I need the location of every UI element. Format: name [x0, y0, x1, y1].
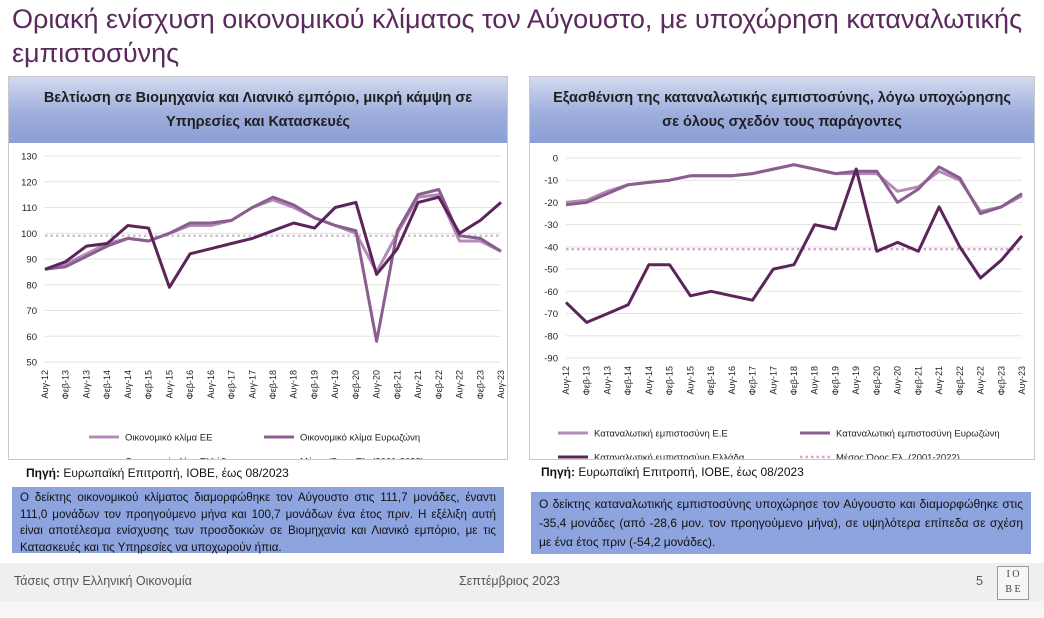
x-tick-label: Αυγ-17: [768, 366, 778, 394]
page-title: Οριακή ενίσχυση οικονομικού κλίματος τον…: [12, 4, 1023, 68]
x-tick-label: Φεβ-16: [706, 366, 716, 395]
x-tick-label: Φεβ-23: [996, 366, 1006, 395]
x-tick-label: Αυγ-12: [40, 370, 50, 398]
legend-label: Καταναλωτική εμπιστοσύνη Ε.Ε: [594, 429, 728, 440]
left-source-label: Πηγή:: [26, 466, 60, 480]
x-tick-label: Αυγ-13: [602, 366, 612, 394]
y-tick-label: 130: [21, 152, 37, 163]
footer-publication: Τάσεις στην Ελληνική Οικονομία: [14, 574, 192, 588]
x-tick-label: Αυγ-23: [496, 370, 506, 398]
legend-label: Οικονομικό κλίμα Ευρωζώνη: [300, 433, 420, 444]
x-tick-label: Αυγ-16: [727, 366, 737, 394]
x-tick-label: Αυγ-13: [81, 370, 91, 398]
x-tick-label: Φεβ-14: [102, 370, 112, 399]
y-tick-label: 100: [21, 229, 37, 240]
series-line-2: [564, 167, 1024, 324]
right-note: Ο δείκτης καταναλωτικής εμπιστοσύνης υπο…: [531, 492, 1031, 554]
x-tick-label: Φεβ-17: [748, 366, 758, 395]
footer: Τάσεις στην Ελληνική Οικονομία Σεπτέμβρι…: [0, 563, 1044, 601]
y-tick-label: -60: [544, 287, 558, 298]
x-tick-label: Αυγ-18: [289, 370, 299, 398]
x-tick-label: Αυγ-15: [164, 370, 174, 398]
right-chart-panel: Εξασθένιση της καταναλωτικής εμπιστοσύνη…: [529, 76, 1035, 460]
x-tick-label: Φεβ-23: [475, 370, 485, 399]
x-tick-label: Αυγ-20: [372, 370, 382, 398]
series-line-2: [44, 195, 502, 289]
right-chart-header: Εξασθένιση της καταναλωτικής εμπιστοσύνη…: [530, 77, 1034, 143]
x-tick-label: Φεβ-20: [351, 370, 361, 399]
x-tick-label: Φεβ-21: [392, 370, 402, 399]
x-tick-label: Αυγ-23: [1017, 366, 1027, 394]
y-tick-label: 70: [26, 306, 37, 317]
footer-date: Σεπτέμβριος 2023: [459, 574, 560, 588]
x-tick-label: Φεβ-22: [434, 370, 444, 399]
series-line-0: [565, 163, 1023, 213]
x-tick-label: Φεβ-13: [61, 370, 71, 399]
x-tick-label: Αυγ-21: [413, 370, 423, 398]
x-tick-label: Αυγ-18: [810, 366, 820, 394]
x-tick-label: Φεβ-18: [789, 366, 799, 395]
x-tick-label: Φεβ-15: [144, 370, 154, 399]
y-tick-label: -10: [544, 176, 558, 187]
legend-label: Μέσος Όρος Ελ. (2001-2022): [300, 457, 424, 460]
x-tick-label: Αυγ-21: [934, 366, 944, 394]
y-tick-label: 120: [21, 177, 37, 188]
right-source-text: Ευρωπαϊκή Επιτροπή, ΙΟΒΕ, έως 08/2023: [575, 465, 804, 479]
left-note: Ο δείκτης οικονομικού κλίματος διαμορφώθ…: [12, 487, 504, 554]
y-tick-label: 60: [26, 332, 37, 343]
y-tick-label: -20: [544, 198, 558, 209]
x-tick-label: Φεβ-19: [830, 366, 840, 395]
x-tick-label: Φεβ-19: [309, 370, 319, 399]
series-line-1: [565, 163, 1023, 216]
y-tick-label: 90: [26, 255, 37, 266]
x-tick-label: Φεβ-15: [665, 366, 675, 395]
x-tick-label: Αυγ-19: [330, 370, 340, 398]
x-tick-label: Φεβ-17: [227, 370, 237, 399]
y-tick-label: 50: [26, 358, 37, 369]
economic-climate-chart: 50 60 70 80 90 100 110 120 130 Αυγ-12 Φεβ-13 Αυγ-13…: [21, 152, 506, 460]
y-tick-label: -40: [544, 242, 558, 253]
y-tick-label: -50: [544, 265, 558, 276]
x-tick-label: Αυγ-16: [206, 370, 216, 398]
x-tick-label: Αυγ-15: [685, 366, 695, 394]
legend-label: Οικονομικό κλίμα Ελλάδα: [125, 457, 232, 460]
y-tick-label: 80: [26, 280, 37, 291]
y-tick-label: -70: [544, 309, 558, 320]
x-tick-label: Αυγ-22: [455, 370, 465, 398]
legend-label: Καταναλωτική εμπιστοσύνη Ευρωζώνη: [836, 429, 1000, 440]
legend-label: Καταναλωτική εμπιστοσύνη Ελλάδα: [594, 453, 745, 460]
x-tick-label: Αυγ-14: [644, 366, 654, 394]
x-tick-label: Φεβ-13: [582, 366, 592, 395]
y-tick-label: -90: [544, 354, 558, 365]
x-tick-label: Φεβ-21: [913, 366, 923, 395]
left-source-text: Ευρωπαϊκή Επιτροπή, ΙΟΒΕ, έως 08/2023: [60, 466, 289, 480]
x-tick-label: Φεβ-16: [185, 370, 195, 399]
x-tick-label: Αυγ-14: [123, 370, 133, 398]
right-source: Πηγή: Ευρωπαϊκή Επιτροπή, ΙΟΒΕ, έως 08/2…: [541, 465, 804, 479]
x-tick-label: Φεβ-20: [872, 366, 882, 395]
y-tick-label: -30: [544, 220, 558, 231]
x-tick-label: Αυγ-17: [247, 370, 257, 398]
legend-label: Οικονομικό κλίμα ΕΕ: [125, 433, 212, 444]
x-tick-label: Αυγ-22: [976, 366, 986, 394]
y-tick-label: 0: [553, 154, 558, 165]
x-tick-label: Αυγ-20: [893, 366, 903, 394]
page-number: 5: [976, 574, 983, 588]
left-chart-panel: Βελτίωση σε Βιομηχανία και Λιανικό εμπόρ…: [8, 76, 508, 460]
left-chart-header: Βελτίωση σε Βιομηχανία και Λιανικό εμπόρ…: [9, 77, 507, 143]
bottom-bar: [0, 601, 1044, 618]
right-source-label: Πηγή:: [541, 465, 575, 479]
x-tick-label: Φεβ-22: [955, 366, 965, 395]
left-source: Πηγή: Ευρωπαϊκή Επιτροπή, ΙΟΒΕ, έως 08/2…: [26, 466, 289, 480]
y-tick-label: -80: [544, 331, 558, 342]
legend-label: Μέσος Όρος Ελ. (2001-2022): [836, 453, 960, 460]
y-tick-label: 110: [22, 203, 37, 214]
x-tick-label: Φεβ-14: [623, 366, 633, 395]
x-tick-label: Αυγ-12: [561, 366, 571, 394]
x-tick-label: Φεβ-18: [268, 370, 278, 399]
series-line-1: [44, 188, 502, 343]
x-tick-label: Αυγ-19: [851, 366, 861, 394]
